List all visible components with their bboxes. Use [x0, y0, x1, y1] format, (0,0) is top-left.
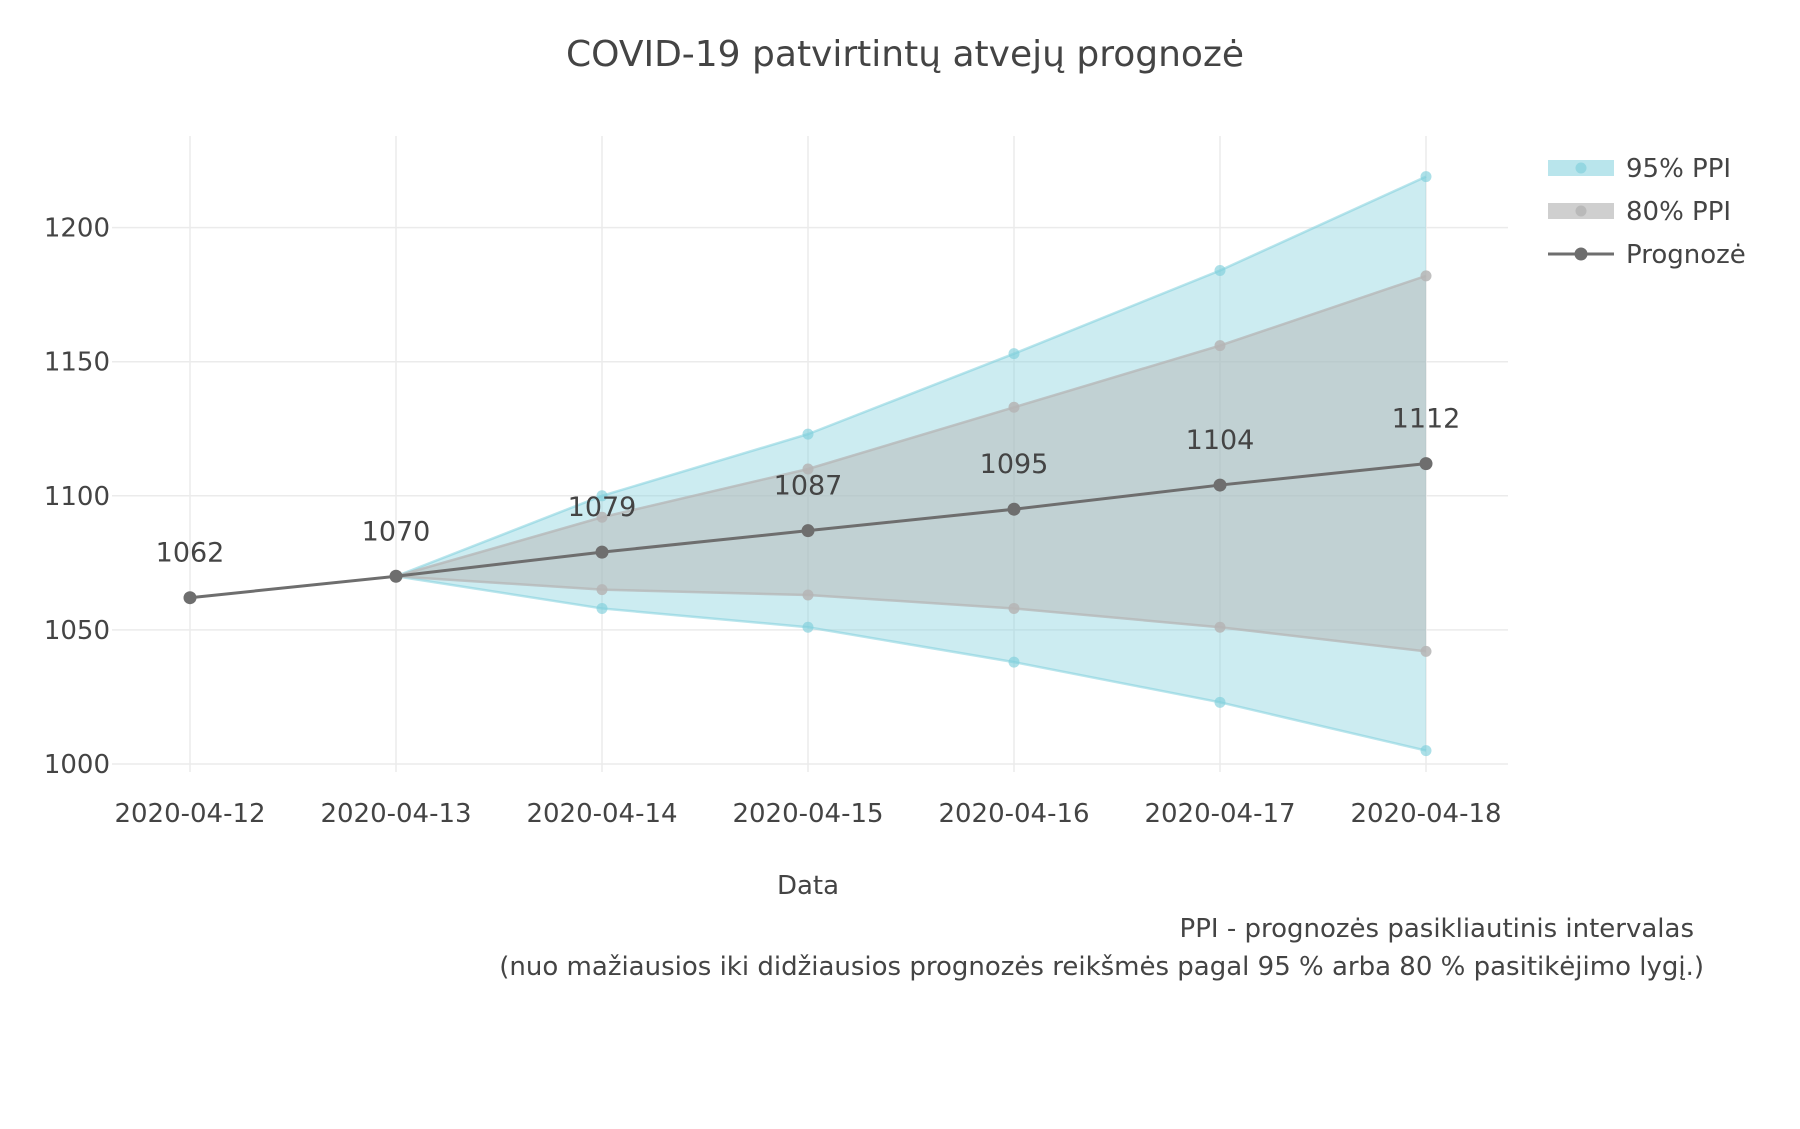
- forecast-point: [801, 524, 815, 538]
- forecast-point: [1007, 502, 1021, 516]
- band-point: [1214, 696, 1226, 708]
- forecast-value-label: 1079: [568, 492, 637, 523]
- band-point: [1420, 171, 1432, 183]
- forecast-value-label: 1062: [156, 538, 225, 569]
- band-lower-edge: [395, 575, 1427, 752]
- markers: [183, 171, 1433, 757]
- y-axis-ticks: 1000 1050 1100 1150 1200: [44, 214, 110, 780]
- forecast-value-label: 1112: [1392, 404, 1461, 435]
- y-tick-label: 1200: [44, 214, 110, 244]
- band-lower-edge: [395, 575, 1427, 653]
- band-point: [802, 428, 814, 440]
- bands: [395, 175, 1427, 752]
- chart-title: COVID-19 patvirtintų atvejų prognozė: [566, 34, 1244, 75]
- x-tick-label: 2020-04-16: [938, 799, 1089, 829]
- ppi-note-line-2: (nuo mažiausios iki didžiausios prognozė…: [499, 952, 1704, 982]
- band-point: [596, 602, 608, 614]
- x-axis-title: Data: [777, 871, 839, 901]
- y-tick-label: 1150: [44, 348, 110, 378]
- legend-marker: [1575, 205, 1587, 217]
- legend-marker: [1574, 247, 1588, 261]
- band-point: [1008, 348, 1020, 360]
- band-point: [596, 490, 608, 502]
- band-point: [1008, 401, 1020, 413]
- band-point: [596, 511, 608, 523]
- band-point: [1214, 621, 1226, 633]
- band-point: [802, 589, 814, 601]
- legend-label: 80% PPI: [1626, 197, 1731, 227]
- band-point: [1008, 656, 1020, 668]
- y-tick-label: 1100: [44, 482, 110, 512]
- legend-marker: [1575, 162, 1587, 174]
- forecast-point: [595, 545, 609, 559]
- band-point: [802, 463, 814, 475]
- x-tick-label: 2020-04-13: [320, 799, 471, 829]
- forecast-point: [183, 591, 197, 605]
- y-tick-label: 1000: [44, 750, 110, 780]
- band-point: [1214, 340, 1226, 352]
- legend-label: Prognozė: [1626, 240, 1746, 270]
- x-axis-ticks: 2020-04-12 2020-04-13 2020-04-14 2020-04-15…: [114, 799, 1501, 829]
- y-tick-label: 1050: [44, 616, 110, 646]
- data-labels: 1062 1070 1079 1087 1095 1104 1112: [156, 404, 1461, 569]
- x-tick-label: 2020-04-14: [526, 799, 677, 829]
- band-point: [802, 621, 814, 633]
- band-point: [596, 584, 608, 596]
- x-tick-label: 2020-04-17: [1144, 799, 1295, 829]
- forecast-point: [1419, 457, 1433, 471]
- x-tick-label: 2020-04-18: [1350, 799, 1501, 829]
- band-point: [1214, 265, 1226, 277]
- x-tick-label: 2020-04-12: [114, 799, 265, 829]
- ppi-note-line-1: PPI - prognozės pasikliautinis intervala…: [1180, 914, 1694, 944]
- forecast-value-label: 1104: [1186, 425, 1255, 456]
- legend: 95% PPI 80% PPI Prognozė: [1548, 154, 1746, 270]
- band-upper-edge: [395, 274, 1427, 578]
- band-point: [1008, 602, 1020, 614]
- forecast-value-label: 1087: [774, 471, 843, 502]
- x-tick-label: 2020-04-15: [732, 799, 883, 829]
- band-point: [1420, 745, 1432, 757]
- band-point: [1420, 645, 1432, 657]
- forecast-value-label: 1070: [362, 516, 431, 547]
- band-area: [396, 275, 1426, 652]
- forecast-point: [389, 569, 403, 583]
- forecast-point: [1213, 478, 1227, 492]
- band-upper-edge: [395, 175, 1427, 578]
- forecast-value-label: 1095: [980, 449, 1049, 480]
- legend-label: 95% PPI: [1626, 154, 1731, 184]
- band-point: [1420, 270, 1432, 282]
